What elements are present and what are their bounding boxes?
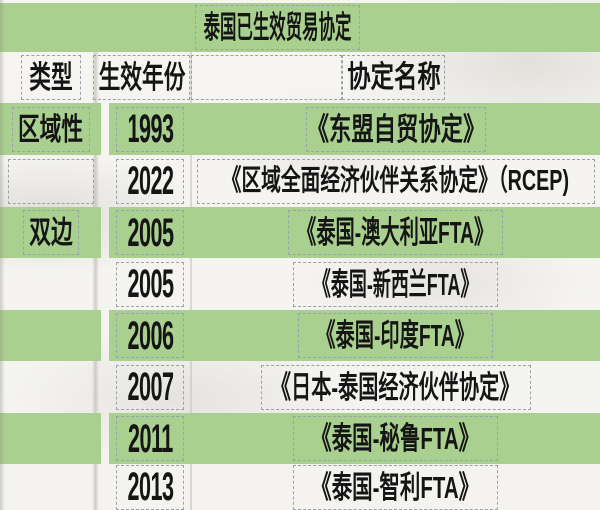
column-gridline-1 bbox=[92, 52, 99, 510]
agreement-name: 《日本-泰国经济伙伴协定》 bbox=[271, 369, 520, 405]
cell-name: 《泰国-新西兰FTA》 bbox=[191, 258, 600, 310]
year-textbox[interactable]: 2006 bbox=[116, 313, 184, 358]
cell-name: 《泰国-智利FTA》 bbox=[191, 464, 600, 510]
cell-year: 2011 bbox=[109, 413, 191, 464]
empty-type-textbox[interactable] bbox=[7, 158, 94, 204]
header-type-label: 类型 bbox=[28, 60, 73, 95]
cell-type bbox=[0, 258, 109, 310]
table-row: 2006 《泰国-印度FTA》 bbox=[0, 310, 600, 361]
year-value: 1993 bbox=[127, 107, 173, 151]
trade-agreements-table: 泰国已生效贸易协定 类型 生效年份 协定名称 bbox=[0, 3, 600, 510]
cell-year: 2005 bbox=[109, 258, 191, 310]
table-row: 2011 《泰国-秘鲁FTA》 bbox=[0, 413, 600, 464]
table-title: 泰国已生效贸易协定 bbox=[203, 10, 352, 45]
agreement-textbox[interactable]: 《泰国-新西兰FTA》 bbox=[293, 261, 498, 307]
year-textbox[interactable]: 1993 bbox=[116, 106, 184, 152]
year-value: 2013 bbox=[127, 465, 173, 509]
table-row: 2007 《日本-泰国经济伙伴协定》 bbox=[0, 361, 600, 413]
agreement-textbox[interactable]: 《泰国-智利FTA》 bbox=[293, 464, 498, 510]
cell-type bbox=[0, 361, 109, 413]
table-row: 双边 2005 《泰国-澳大利亚FTA》 bbox=[0, 207, 600, 258]
year-value: 2007 bbox=[127, 365, 173, 409]
table-row: 2013 《泰国-智利FTA》 bbox=[0, 464, 600, 510]
cell-type bbox=[0, 310, 109, 361]
header-cell-name: 协定名称 bbox=[191, 52, 600, 103]
agreement-textbox[interactable]: 《泰国-秘鲁FTA》 bbox=[293, 416, 498, 461]
cell-year: 2006 bbox=[109, 310, 191, 361]
cell-type: 区域性 bbox=[0, 103, 109, 155]
cell-type bbox=[0, 155, 109, 207]
cell-year: 2007 bbox=[109, 361, 191, 413]
year-value: 2011 bbox=[127, 416, 173, 461]
agreement-textbox[interactable]: 《区域全面经济伙伴关系协定》（RCEP) bbox=[196, 158, 595, 204]
year-value: 2005 bbox=[127, 262, 173, 306]
year-textbox[interactable]: 2011 bbox=[116, 416, 184, 461]
cell-name: 《泰国-澳大利亚FTA》 bbox=[191, 207, 600, 258]
header-cell-year: 生效年份 bbox=[93, 52, 191, 103]
cell-type bbox=[0, 464, 109, 510]
header-name-textbox[interactable]: 协定名称 bbox=[342, 55, 445, 100]
agreement-name: 《泰国-新西兰FTA》 bbox=[312, 266, 479, 302]
header-empty-textbox[interactable] bbox=[191, 55, 342, 100]
cell-type bbox=[0, 413, 109, 464]
agreement-name: 《泰国-印度FTA》 bbox=[316, 318, 475, 353]
year-value: 2006 bbox=[127, 313, 173, 358]
cell-name: 《泰国-秘鲁FTA》 bbox=[191, 413, 600, 464]
cell-year: 2005 bbox=[109, 207, 191, 258]
type-label: 区域性 bbox=[17, 111, 84, 147]
header-year-label: 生效年份 bbox=[98, 60, 185, 95]
cell-year: 2013 bbox=[109, 464, 191, 510]
agreement-name: 《东盟自贸协定》 bbox=[306, 111, 485, 147]
agreement-textbox[interactable]: 《东盟自贸协定》 bbox=[305, 106, 486, 152]
year-value: 2005 bbox=[127, 210, 173, 255]
cell-type: 双边 bbox=[0, 207, 109, 258]
title-textbox[interactable]: 泰国已生效贸易协定 bbox=[195, 5, 360, 50]
header-type-textbox[interactable]: 类型 bbox=[20, 55, 81, 100]
cell-name: 《日本-泰国经济伙伴协定》 bbox=[191, 361, 600, 413]
type-textbox[interactable]: 区域性 bbox=[11, 106, 90, 152]
header-name-label: 协定名称 bbox=[346, 60, 441, 94]
agreement-textbox[interactable]: 《日本-泰国经济伙伴协定》 bbox=[260, 364, 531, 410]
year-textbox[interactable]: 2007 bbox=[116, 364, 184, 410]
table-title-row: 泰国已生效贸易协定 bbox=[0, 3, 600, 52]
year-textbox[interactable]: 2005 bbox=[116, 261, 184, 307]
type-textbox[interactable]: 双边 bbox=[22, 210, 79, 255]
table-row: 2005 《泰国-新西兰FTA》 bbox=[0, 258, 600, 310]
agreement-name: 《泰国-秘鲁FTA》 bbox=[311, 421, 480, 456]
year-value: 2022 bbox=[127, 159, 173, 203]
cell-name: 《区域全面经济伙伴关系协定》（RCEP) bbox=[191, 155, 600, 207]
agreement-name: 《泰国-澳大利亚FTA》 bbox=[297, 215, 494, 250]
header-year-textbox[interactable]: 生效年份 bbox=[93, 55, 190, 100]
agreement-name: 《泰国-智利FTA》 bbox=[311, 469, 480, 505]
agreement-textbox[interactable]: 《泰国-澳大利亚FTA》 bbox=[288, 210, 503, 255]
year-textbox[interactable]: 2013 bbox=[116, 464, 184, 510]
cell-name: 《东盟自贸协定》 bbox=[191, 103, 600, 155]
cell-year: 1993 bbox=[109, 103, 191, 155]
table-row: 区域性 1993 《东盟自贸协定》 bbox=[0, 103, 600, 155]
agreement-name: 《区域全面经济伙伴关系协定》（RCEP) bbox=[221, 164, 570, 197]
agreement-textbox[interactable]: 《泰国-印度FTA》 bbox=[298, 313, 493, 358]
year-textbox[interactable]: 2005 bbox=[116, 210, 184, 255]
cell-name: 《泰国-印度FTA》 bbox=[191, 310, 600, 361]
table-header-row: 类型 生效年份 协定名称 bbox=[0, 52, 600, 103]
type-label: 双边 bbox=[28, 215, 73, 250]
year-textbox[interactable]: 2022 bbox=[116, 158, 184, 204]
column-gridline-2 bbox=[190, 52, 192, 510]
cell-year: 2022 bbox=[109, 155, 191, 207]
header-cell-type: 类型 bbox=[0, 52, 109, 103]
table-row: 2022 《区域全面经济伙伴关系协定》（RCEP) bbox=[0, 155, 600, 207]
